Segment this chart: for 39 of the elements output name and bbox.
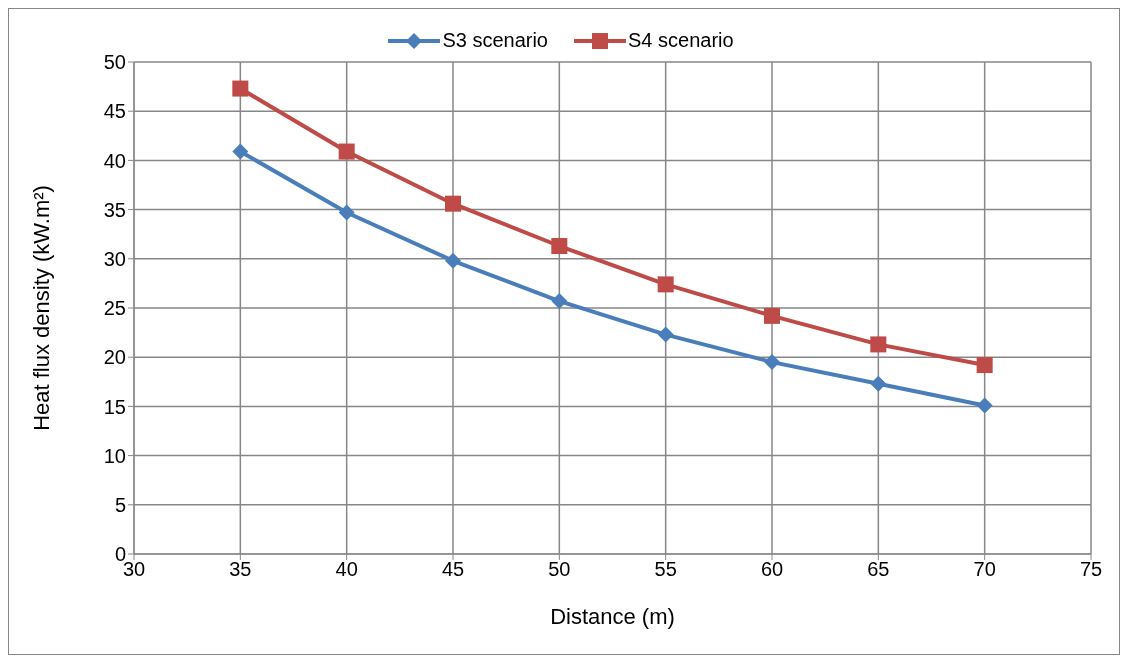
y-tick-label: 50 [103,51,126,74]
x-axis-title: Distance (m) [550,604,675,629]
x-tick-label: 40 [335,558,358,581]
x-tick-label: 45 [441,558,465,581]
x-tick-label: 75 [1079,558,1103,581]
legend-label: S4 scenario [628,29,734,52]
y-tick-label: 45 [103,100,126,123]
point [445,195,461,212]
y-tick-label: 15 [103,395,126,418]
y-tick-label: 5 [114,493,126,516]
x-tick-label: 50 [548,558,571,581]
point [232,80,249,97]
y-tick-label: 25 [103,297,126,320]
y-tick-label: 20 [103,346,126,369]
point [338,143,355,160]
legend-label: S3 scenario [442,29,548,52]
y-tick-label: 35 [103,198,126,221]
point [551,238,568,255]
point [551,293,568,310]
point [764,307,780,324]
point [870,375,887,392]
point [976,357,993,374]
x-tick-label: 60 [760,558,784,581]
y-axis-title: Heat flux density (kW.m²) [29,185,54,431]
y-tick-label: 40 [103,149,126,172]
point [232,143,249,160]
x-tick-label: 35 [229,558,252,581]
point [657,326,674,343]
point [764,354,780,371]
y-tick-label: 10 [103,444,126,467]
x-tick-label: 70 [973,558,996,581]
point [338,204,355,221]
point [976,397,993,414]
y-tick-label: 30 [103,247,126,270]
x-tick-label: 55 [654,558,677,581]
point [445,252,461,269]
point [657,276,674,293]
point [870,336,887,353]
x-tick-label: 65 [867,558,890,581]
